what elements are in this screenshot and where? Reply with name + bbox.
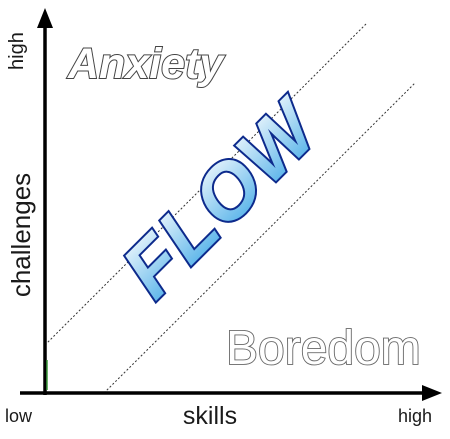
anxiety-region-label: Anxiety [67,40,225,88]
flow-channel-lower-line [103,82,416,394]
boredom-region-label: Boredom [226,322,421,375]
x-axis-high-label: high [398,406,432,426]
origin-low-label: low [5,406,33,426]
x-axis-title: skills [183,402,237,430]
flow-region-label: FLOW [105,81,338,314]
y-axis-arrow-icon [37,8,53,28]
x-axis-arrow-icon [422,385,442,401]
y-axis-title: challenges [6,173,36,297]
y-axis-high-label: high [6,32,28,70]
